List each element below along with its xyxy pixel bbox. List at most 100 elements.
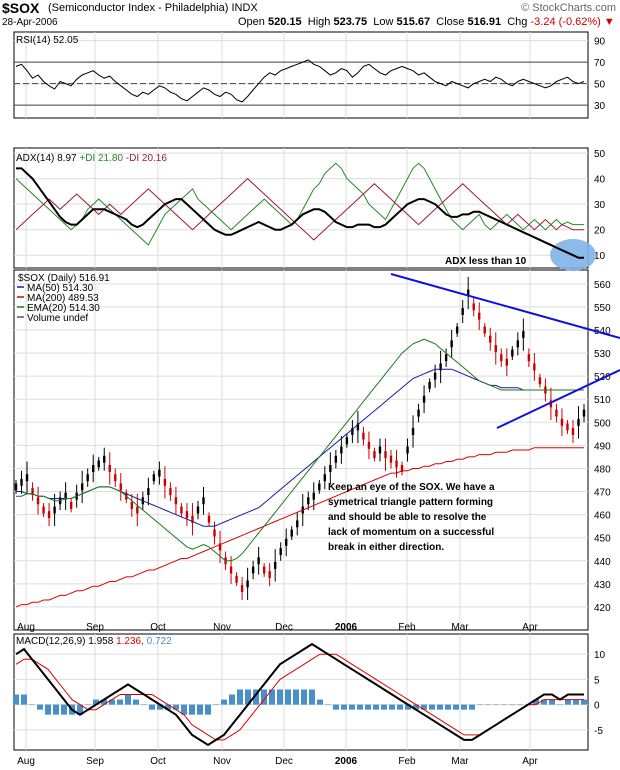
price-bar-body (130, 501, 134, 509)
price-bar-body (577, 418, 580, 426)
macd-histogram-bar (309, 689, 315, 705)
price-bar-body (257, 557, 260, 565)
month-label: Nov (213, 622, 231, 633)
price-bar-body (334, 455, 338, 463)
price-bar-body (461, 308, 464, 315)
price-bar-body (246, 580, 249, 588)
price-bar-body (31, 488, 34, 495)
price-bar-body (406, 446, 409, 454)
price-tick-label: 500 (594, 418, 611, 429)
open-value: 520.15 (267, 16, 302, 28)
price-tick-label: 460 (594, 511, 611, 522)
price-bar-body (373, 451, 376, 459)
macd-histogram-bar (125, 694, 131, 705)
price-bar-body (494, 345, 497, 352)
price-tick-label: 490 (594, 441, 611, 452)
close-value: 516.91 (467, 16, 502, 28)
macd-histogram-bar (213, 704, 219, 706)
price-bar-body (356, 423, 360, 431)
month-label: Oct (150, 622, 166, 633)
macd-histogram-bar (405, 704, 411, 710)
adx-legend-adx: ADX(14) 8.97 (16, 153, 79, 164)
lower-trendline (496, 369, 620, 429)
macd-histogram-bar (333, 704, 339, 710)
price-bar-body (290, 529, 293, 537)
macd-histogram-bar (245, 689, 251, 705)
macd-histogram-bar (237, 689, 243, 705)
price-bar-body (207, 515, 211, 523)
macd-histogram-bar (277, 689, 283, 705)
price-bar-body (466, 289, 470, 297)
price-bar-body (478, 312, 481, 320)
macd-histogram-bar (301, 689, 307, 705)
macd-histogram-bar (253, 689, 259, 705)
adx-annotation: ADX less than 10 (445, 256, 527, 267)
macd-legend-hist: 0.722 (147, 636, 172, 647)
macd-histogram-bar (357, 704, 363, 710)
month-label: Mar (451, 622, 469, 633)
price-bar-body (114, 474, 117, 482)
price-bar-body (527, 354, 531, 362)
macd-histogram-bar (549, 699, 555, 705)
chg-value: -3.24 (-0.62%) (530, 16, 601, 28)
chart-header: $SOX (Semiconductor Index - Philadelphia… (0, 0, 620, 30)
price-bar-body (411, 428, 415, 435)
price-bar-body (213, 529, 216, 537)
price-bar-body (97, 460, 100, 468)
price-bar-body (279, 548, 282, 555)
price-tick-label: 550 (594, 303, 611, 314)
price-bar-body (450, 340, 453, 348)
macd-histogram-bar (325, 704, 331, 706)
price-tick-label: 430 (594, 580, 611, 591)
ma200-line (15, 447, 584, 608)
price-bar-body (218, 543, 222, 551)
price-bar-body (395, 460, 398, 468)
price-bar-body (251, 566, 255, 574)
price-bar-body (428, 381, 431, 389)
price-annotation: Keep an eye of the SOX. We have a symetri… (328, 482, 495, 553)
price-bar-body (571, 428, 575, 435)
month-label: Feb (398, 756, 416, 767)
close-label: Close (436, 16, 465, 28)
price-tick-label: 540 (594, 326, 611, 337)
price-bar-body (516, 340, 520, 348)
macd-histogram-bar (533, 699, 539, 705)
macd-histogram-bar (205, 704, 211, 715)
price-bar-body (285, 538, 288, 546)
macd-histogram-bar (109, 699, 115, 705)
rsi-tick-label: 50 (594, 80, 606, 91)
macd-line (15, 642, 584, 747)
price-bar-body (439, 363, 442, 371)
macd-histogram-bar (101, 699, 107, 705)
price-bar-body (202, 497, 205, 505)
macd-histogram-bar (21, 694, 27, 705)
macd-histogram-bar (157, 704, 163, 710)
price-bar-body (367, 441, 371, 449)
ema20-legend: EMA(20) 514.30 (27, 303, 100, 314)
macd-histogram-bar (149, 704, 155, 710)
macd-histogram-bar (509, 704, 515, 706)
annotation-line: symetrical triangle pattern forming (328, 497, 493, 508)
price-bar-body (268, 571, 271, 579)
month-label: Dec (275, 622, 293, 633)
price-bar-body (422, 395, 426, 403)
price-tick-label: 510 (594, 395, 611, 406)
macd-histogram-bar (77, 704, 83, 715)
macd-histogram-bar (517, 704, 523, 706)
symbol: $SOX (2, 0, 40, 16)
macd-histogram-bar (85, 704, 91, 706)
price-bar-body (185, 511, 189, 519)
macd-histogram-bar (181, 704, 187, 715)
macd-histogram-bar (45, 704, 51, 715)
price-bar-body (103, 455, 106, 463)
month-label: Dec (275, 756, 293, 767)
price-bar-body (384, 451, 387, 459)
price-bar-body (147, 488, 150, 495)
month-label: Aug (17, 622, 35, 633)
panel-frame-adx (13, 147, 589, 269)
ma200-legend: MA(200) 489.53 (27, 293, 99, 304)
panel-frame-rsi (13, 31, 589, 119)
macd-histogram-bar (469, 704, 475, 710)
chg-label: Chg (507, 16, 528, 28)
adx-tick-label: 10 (594, 251, 606, 262)
